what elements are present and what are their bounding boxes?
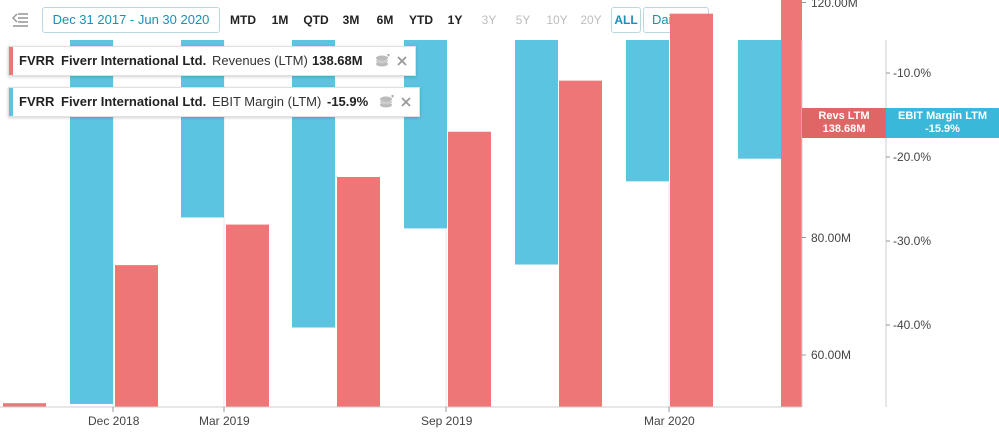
- ebit-flag-value: -15.9%: [925, 123, 960, 135]
- right-tick-label: -20.0%: [893, 150, 932, 164]
- collapse-menu-icon[interactable]: [10, 9, 30, 29]
- left-tick-label: 60.00M: [811, 348, 852, 362]
- legend-ebit-margin[interactable]: FVRR Fiverr International Ltd. EBIT Marg…: [8, 87, 420, 117]
- period-button-qtd[interactable]: QTD: [303, 13, 329, 27]
- period-button-mtd[interactable]: MTD: [230, 13, 256, 27]
- ebit-margin-bar: [738, 40, 781, 159]
- period-button-1y[interactable]: 1Y: [447, 13, 463, 27]
- x-tick-label: Dec 2018: [88, 414, 140, 428]
- revenue-bar: [670, 13, 713, 407]
- close-icon[interactable]: [397, 56, 407, 66]
- right-tick-label: -30.0%: [893, 234, 932, 248]
- legend-value: -15.9%: [327, 94, 369, 109]
- revenue-flag-value: 138.68M: [822, 123, 866, 135]
- ebit-margin-bar: [292, 40, 335, 328]
- period-button-1m[interactable]: 1M: [271, 13, 289, 27]
- date-range-button[interactable]: Dec 31 2017 - Jun 30 2020: [42, 7, 220, 33]
- left-tick-label: 80.00M: [811, 230, 852, 245]
- revenue-bar: [337, 176, 380, 407]
- ebit-margin-bar: [515, 40, 558, 265]
- revenue-current-flag: Revs LTM 138.68M: [802, 108, 886, 138]
- ebit-current-flag: EBIT Margin LTM -15.9%: [886, 108, 999, 138]
- period-button-ytd[interactable]: YTD: [409, 13, 433, 27]
- stack-icon[interactable]: [375, 54, 391, 68]
- legend-color: [9, 47, 13, 75]
- revenue-bar: [448, 131, 491, 407]
- revenue-bar: [226, 224, 269, 407]
- legend-metric: EBIT Margin (LTM): [212, 94, 322, 109]
- close-icon[interactable]: [401, 97, 411, 107]
- period-button-5y[interactable]: 5Y: [515, 13, 531, 27]
- period-button-20y[interactable]: 20Y: [580, 13, 602, 27]
- revenue-bar: [3, 403, 46, 407]
- period-button-10y[interactable]: 10Y: [546, 13, 568, 27]
- legend-value: 138.68M: [312, 53, 363, 68]
- period-button-all[interactable]: ALL: [611, 7, 641, 33]
- toolbar: Dec 31 2017 - Jun 30 2020 MTD 1M QTD 3M 6M YT…: [0, 0, 999, 40]
- right-tick-label: -10.0%: [893, 66, 932, 80]
- legend-revenues[interactable]: FVRR Fiverr International Ltd. Revenues …: [8, 46, 416, 76]
- revenue-bar: [781, 0, 802, 407]
- legend-ticker: FVRR: [19, 94, 55, 109]
- right-tick-label: -40.0%: [893, 318, 932, 332]
- period-button-3y[interactable]: 3Y: [481, 13, 497, 27]
- legend-metric: Revenues (LTM): [212, 53, 308, 68]
- x-tick-label: Sep 2019: [421, 414, 473, 428]
- revenue-bar: [115, 265, 158, 407]
- period-button-3m[interactable]: 3M: [342, 13, 360, 27]
- x-tick-label: Mar 2020: [644, 414, 695, 428]
- revenue-flag-title: Revs LTM: [818, 110, 870, 122]
- left-tick-label: 120.00M: [811, 0, 858, 10]
- ebit-flag-title: EBIT Margin LTM: [897, 110, 987, 122]
- legend-company: Fiverr International Ltd.: [61, 53, 207, 68]
- period-button-6m[interactable]: 6M: [376, 13, 394, 27]
- stack-icon[interactable]: [379, 95, 395, 109]
- revenue-bar: [559, 80, 602, 407]
- x-tick-label: Mar 2019: [199, 414, 250, 428]
- legend-company: Fiverr International Ltd.: [61, 94, 207, 109]
- ebit-margin-bar: [626, 40, 669, 182]
- legend-ticker: FVRR: [19, 53, 55, 68]
- legend-color: [9, 88, 13, 116]
